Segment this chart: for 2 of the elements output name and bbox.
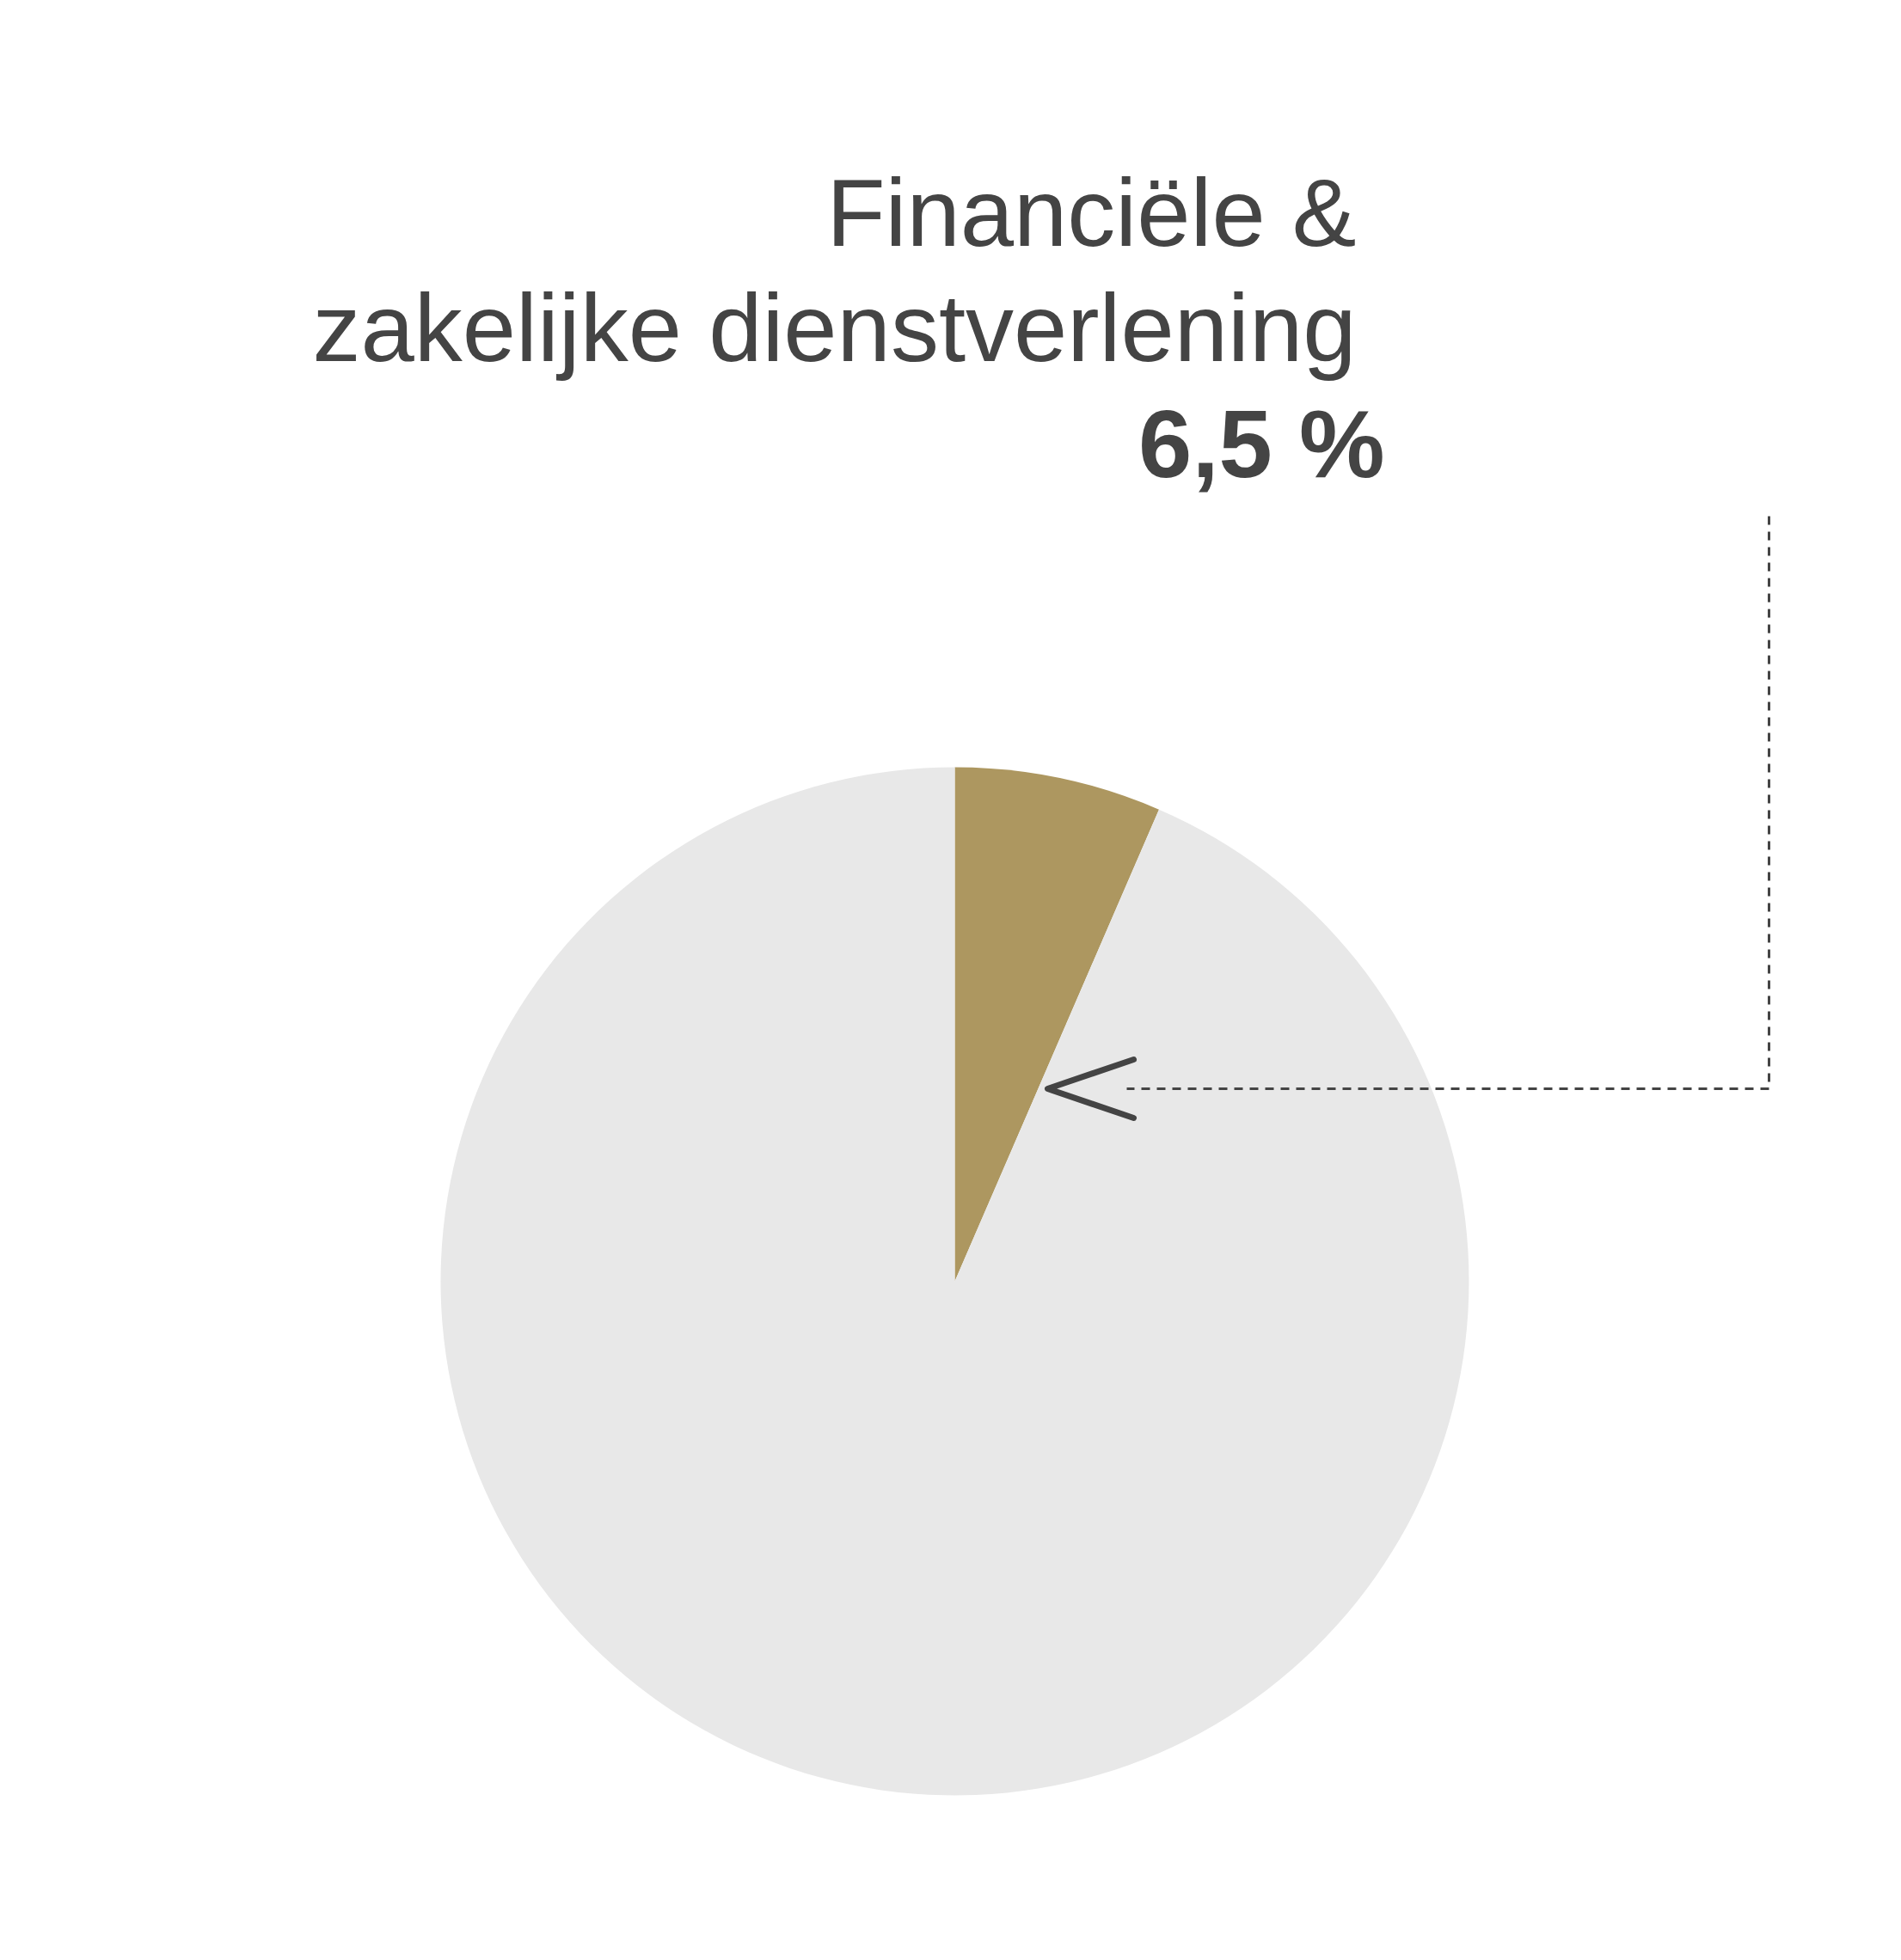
- slice-label: Financiële & zakelijke dienstverlening: [312, 159, 1357, 382]
- data-label: 6,5 %: [1138, 390, 1385, 498]
